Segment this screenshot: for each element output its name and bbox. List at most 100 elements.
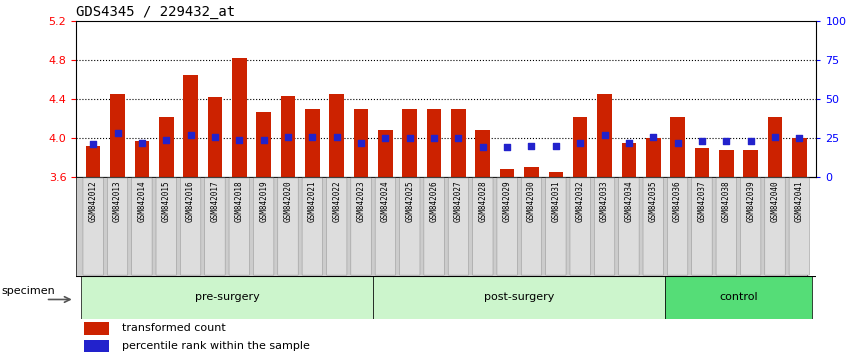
Bar [329, 94, 344, 177]
Point [330, 134, 343, 139]
Bar [110, 94, 125, 177]
Text: GSM842019: GSM842019 [259, 180, 268, 222]
Point [476, 144, 490, 150]
FancyBboxPatch shape [521, 178, 541, 275]
Text: transformed count: transformed count [122, 323, 226, 333]
Text: GSM842029: GSM842029 [503, 180, 512, 222]
Bar [281, 96, 295, 177]
Bar [354, 109, 368, 177]
Bar [525, 167, 539, 177]
FancyBboxPatch shape [424, 178, 444, 275]
Text: specimen: specimen [2, 286, 55, 296]
FancyBboxPatch shape [180, 178, 201, 275]
Point [720, 138, 733, 144]
Bar [451, 109, 466, 177]
Text: post-surgery: post-surgery [484, 292, 554, 302]
Text: GSM842033: GSM842033 [600, 180, 609, 222]
Point [646, 134, 660, 139]
FancyBboxPatch shape [107, 178, 128, 275]
FancyBboxPatch shape [497, 178, 518, 275]
Bar [475, 130, 490, 177]
FancyBboxPatch shape [789, 178, 810, 275]
Text: GSM842022: GSM842022 [332, 180, 341, 222]
Point [598, 132, 612, 138]
FancyBboxPatch shape [229, 178, 250, 275]
Point [427, 135, 441, 141]
Bar [159, 117, 173, 177]
FancyBboxPatch shape [643, 178, 663, 275]
Text: pre-surgery: pre-surgery [195, 292, 260, 302]
FancyBboxPatch shape [302, 178, 322, 275]
Bar [666, 276, 811, 319]
Point [111, 131, 124, 136]
FancyBboxPatch shape [205, 178, 225, 275]
FancyBboxPatch shape [399, 178, 420, 275]
FancyBboxPatch shape [277, 178, 298, 275]
Bar [744, 150, 758, 177]
Text: GSM842023: GSM842023 [356, 180, 365, 222]
FancyBboxPatch shape [546, 178, 566, 275]
FancyBboxPatch shape [375, 178, 396, 275]
Bar [373, 276, 666, 319]
Text: GSM842017: GSM842017 [211, 180, 219, 222]
Point [744, 138, 757, 144]
Bar [86, 146, 101, 177]
FancyBboxPatch shape [765, 178, 785, 275]
Point [695, 138, 709, 144]
Text: GSM842031: GSM842031 [552, 180, 560, 222]
FancyBboxPatch shape [594, 178, 615, 275]
Bar [81, 276, 373, 319]
Point [135, 140, 149, 145]
Point [525, 143, 538, 149]
Text: GSM842020: GSM842020 [283, 180, 293, 222]
Point [671, 140, 684, 145]
Point [500, 144, 514, 150]
Bar [232, 58, 246, 177]
FancyBboxPatch shape [692, 178, 712, 275]
Point [257, 137, 271, 142]
Point [379, 135, 393, 141]
Text: GSM842013: GSM842013 [113, 180, 122, 222]
Bar [597, 94, 612, 177]
Text: GSM842035: GSM842035 [649, 180, 657, 222]
FancyBboxPatch shape [570, 178, 591, 275]
Bar [135, 141, 149, 177]
Bar [792, 138, 806, 177]
Text: GSM842026: GSM842026 [430, 180, 438, 222]
Bar [646, 138, 661, 177]
Bar [256, 112, 271, 177]
Point [159, 137, 173, 142]
Bar [426, 109, 442, 177]
Point [793, 135, 806, 141]
Text: GSM842039: GSM842039 [746, 180, 755, 222]
Bar [670, 117, 685, 177]
FancyBboxPatch shape [83, 178, 103, 275]
Bar [184, 75, 198, 177]
Point [574, 140, 587, 145]
FancyBboxPatch shape [618, 178, 639, 275]
FancyBboxPatch shape [667, 178, 688, 275]
Text: GSM842024: GSM842024 [381, 180, 390, 222]
Bar [500, 169, 514, 177]
Text: GSM842037: GSM842037 [697, 180, 706, 222]
Point [233, 137, 246, 142]
Bar [378, 130, 393, 177]
Point [86, 142, 100, 147]
Text: GSM842028: GSM842028 [478, 180, 487, 222]
FancyBboxPatch shape [132, 178, 152, 275]
Point [305, 134, 319, 139]
Bar [403, 109, 417, 177]
Bar [548, 172, 563, 177]
FancyBboxPatch shape [351, 178, 371, 275]
Text: control: control [719, 292, 758, 302]
Text: GSM842021: GSM842021 [308, 180, 317, 222]
Bar [719, 150, 733, 177]
Point [208, 134, 222, 139]
FancyBboxPatch shape [740, 178, 761, 275]
Point [354, 140, 368, 145]
Text: GSM842040: GSM842040 [771, 180, 779, 222]
FancyBboxPatch shape [254, 178, 274, 275]
Bar [305, 109, 320, 177]
Point [184, 132, 197, 138]
FancyBboxPatch shape [716, 178, 737, 275]
